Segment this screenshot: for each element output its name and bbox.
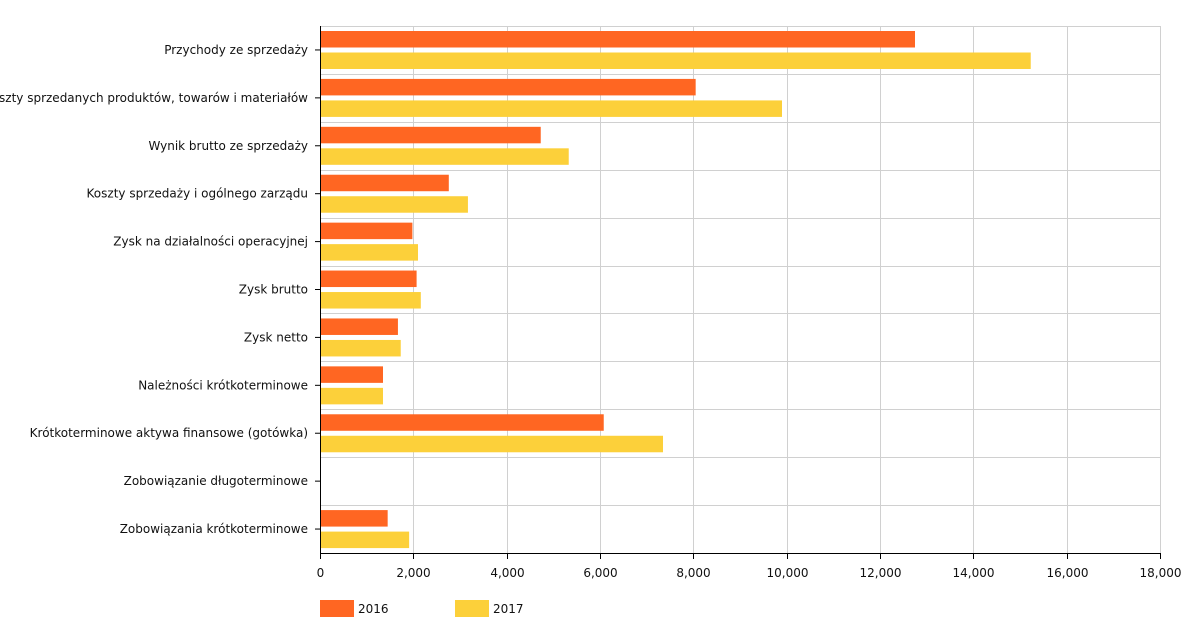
category-label: Koszty sprzedanych produktów, towarów i …	[0, 91, 308, 105]
category-label: Zysk netto	[244, 330, 308, 344]
category-label: Krótkoterminowe aktywa finansowe (gotówk…	[30, 426, 308, 440]
legend-swatch-2016[interactable]	[320, 600, 354, 617]
x-tick-label: 10,000	[767, 566, 809, 580]
bar-2016-0[interactable]	[320, 31, 915, 48]
bar-2017-2[interactable]	[320, 148, 569, 165]
category-label: Koszty sprzedaży i ogólnego zarządu	[87, 187, 308, 201]
category-label: Należności krótkoterminowe	[138, 378, 308, 392]
bar-2017-6[interactable]	[320, 339, 401, 357]
bar-2016-7[interactable]	[320, 366, 383, 383]
x-tick-label: 14,000	[953, 566, 995, 580]
bar-2017-3[interactable]	[320, 196, 468, 213]
category-label: Zobowiązanie długoterminowe	[124, 474, 308, 488]
x-tick-label: 18,000	[1140, 566, 1181, 580]
category-label: Zobowiązania krótkoterminowe	[120, 522, 308, 536]
bar-2017-4[interactable]	[320, 244, 418, 261]
x-tick-label: 16,000	[1047, 566, 1089, 580]
bar-2017-10[interactable]	[320, 531, 410, 549]
bar-2017-5[interactable]	[320, 292, 421, 309]
bar-2017-8[interactable]	[320, 435, 663, 453]
legend-label-2017[interactable]: 2017	[493, 602, 524, 616]
bar-2017-0[interactable]	[320, 52, 1031, 70]
bar-2016-4[interactable]	[320, 222, 413, 240]
bar-2016-3[interactable]	[320, 174, 449, 192]
grid	[320, 26, 1161, 554]
legend-swatch-2017[interactable]	[455, 600, 489, 617]
category-label: Zysk na działalności operacyjnej	[113, 235, 308, 249]
x-tick-label: 0	[317, 566, 325, 580]
x-tick-label: 4,000	[490, 566, 524, 580]
axes: Przychody ze sprzedaży Koszty sprzedanych…	[0, 26, 1181, 580]
category-label: Przychody ze sprzedaży	[164, 43, 308, 57]
bar-2016-1[interactable]	[320, 78, 696, 96]
x-tick-label: 6,000	[583, 566, 617, 580]
x-tick-label: 12,000	[860, 566, 902, 580]
legend-label-2016[interactable]: 2016	[358, 602, 389, 616]
legend: 2016 2017	[320, 600, 524, 617]
category-label: Zysk brutto	[239, 283, 308, 297]
bar-2016-10[interactable]	[320, 510, 388, 527]
bars	[320, 31, 1031, 549]
bar-2016-6[interactable]	[320, 318, 398, 335]
x-tick-label: 8,000	[676, 566, 710, 580]
bar-2016-2[interactable]	[320, 126, 541, 144]
x-tick-label: 2,000	[396, 566, 430, 580]
category-label: Wynik brutto ze sprzedaży	[148, 139, 308, 153]
bar-2017-1[interactable]	[320, 100, 782, 117]
bar-2017-7[interactable]	[320, 387, 383, 405]
bar-2016-8[interactable]	[320, 414, 604, 431]
bar-2016-5[interactable]	[320, 270, 417, 288]
